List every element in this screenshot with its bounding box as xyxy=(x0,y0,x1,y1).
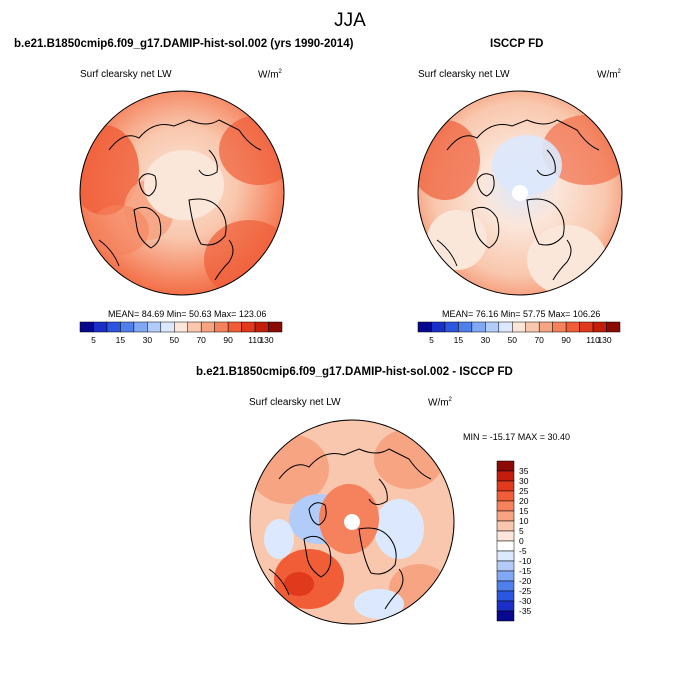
colorbar-swatch xyxy=(214,321,229,333)
diff-panel-title: b.e21.B1850cmip6.f09_g17.DAMIP-hist-sol.… xyxy=(196,366,513,378)
diff-polar-map xyxy=(249,419,455,625)
colorbar-swatch xyxy=(496,550,515,562)
model-units-label: W/m2 xyxy=(258,69,282,81)
colorbar-label: -10 xyxy=(519,556,532,566)
colorbar-label: 130 xyxy=(259,335,273,345)
colorbar-swatch xyxy=(525,321,540,333)
colorbar-swatch xyxy=(120,321,135,333)
figure-title: JJA xyxy=(334,10,366,31)
obs-units-label: W/m2 xyxy=(597,69,621,81)
colorbar-swatch xyxy=(496,540,515,552)
colorbar-swatch xyxy=(496,610,515,622)
colorbar-swatch xyxy=(133,321,148,333)
colorbar-label: 35 xyxy=(519,466,529,476)
colorbar-swatch xyxy=(485,321,500,333)
colorbar-swatch xyxy=(444,321,459,333)
colorbar-swatch xyxy=(538,321,553,333)
model-panel-title: b.e21.B1850cmip6.f09_g17.DAMIP-hist-sol.… xyxy=(14,38,354,50)
colorbar-swatch xyxy=(471,321,486,333)
colorbar-label: 110 xyxy=(586,335,600,345)
colorbar-swatch xyxy=(496,490,515,502)
model-stats: MEAN= 84.69 Min= 50.63 Max= 123.06 xyxy=(108,309,267,319)
colorbar-swatch xyxy=(174,321,188,333)
colorbar-swatch xyxy=(552,321,567,333)
colorbar-label: 15 xyxy=(454,335,464,345)
colorbar-swatch xyxy=(496,510,515,522)
colorbar-swatch xyxy=(431,321,446,333)
colorbar-swatch xyxy=(268,321,283,333)
colorbar-label: 10 xyxy=(519,516,529,526)
colorbar-swatch xyxy=(592,321,607,333)
colorbar-swatch xyxy=(496,560,515,572)
colorbar-swatch xyxy=(565,321,580,333)
colorbar-label: 20 xyxy=(519,496,529,506)
colorbar-swatch xyxy=(106,321,121,333)
colorbar-swatch xyxy=(496,480,515,492)
colorbar-swatch xyxy=(417,321,432,333)
colorbar-swatch xyxy=(496,470,515,482)
obs-polar-map xyxy=(417,90,623,296)
colorbar-label: 15 xyxy=(519,506,529,516)
colorbar-swatch xyxy=(79,321,94,333)
colorbar-swatch xyxy=(498,321,513,333)
colorbar-label: 130 xyxy=(597,335,611,345)
obs-panel-title: ISCCP FD xyxy=(490,38,544,50)
colorbar-label: -30 xyxy=(519,596,532,606)
colorbar-label: 30 xyxy=(519,476,529,486)
colorbar-swatch xyxy=(579,321,594,333)
colorbar-label: 30 xyxy=(481,335,491,345)
colorbar-swatch xyxy=(254,321,269,333)
obs-stats: MEAN= 76.16 Min= 57.75 Max= 106.26 xyxy=(442,309,601,319)
diff-units-label: W/m2 xyxy=(428,397,452,409)
colorbar-swatch xyxy=(200,321,215,333)
colorbar-swatch xyxy=(606,321,621,333)
colorbar-swatch xyxy=(496,570,515,582)
colorbar-label: 90 xyxy=(561,335,571,345)
colorbar-label: 50 xyxy=(508,335,518,345)
colorbar-label: 30 xyxy=(143,335,153,345)
colorbar-swatch xyxy=(496,580,515,592)
colorbar-swatch xyxy=(187,321,202,333)
colorbar-swatch xyxy=(496,500,515,512)
colorbar-swatch xyxy=(496,600,515,612)
colorbar-label: 90 xyxy=(223,335,233,345)
colorbar-swatch xyxy=(241,321,256,333)
colorbar-label: -5 xyxy=(519,546,527,556)
colorbar-label: -20 xyxy=(519,576,532,586)
colorbar-swatch xyxy=(160,321,175,333)
model-variable-label: Surf clearsky net LW xyxy=(80,69,172,80)
colorbar-swatch xyxy=(496,520,515,532)
colorbar-label: 70 xyxy=(196,335,206,345)
colorbar-label: 0 xyxy=(519,536,524,546)
colorbar-label: -35 xyxy=(519,606,532,616)
colorbar-swatch xyxy=(496,460,515,472)
model-polar-map xyxy=(79,90,285,296)
colorbar-label: 110 xyxy=(248,335,262,345)
diff-stats: MIN = -15.17 MAX = 30.40 xyxy=(463,432,571,442)
colorbar-swatch xyxy=(458,321,473,333)
colorbar-swatch xyxy=(512,321,526,333)
colorbar-swatch xyxy=(496,530,515,542)
colorbar-swatch xyxy=(147,321,162,333)
colorbar-label: 5 xyxy=(91,335,96,345)
colorbar-label: 15 xyxy=(116,335,126,345)
diff-variable-label: Surf clearsky net LW xyxy=(249,397,341,408)
colorbar-label: 25 xyxy=(519,486,529,496)
colorbar-swatch xyxy=(93,321,108,333)
obs-variable-label: Surf clearsky net LW xyxy=(418,69,510,80)
colorbar-label: 50 xyxy=(170,335,180,345)
colorbar-label: 70 xyxy=(534,335,544,345)
colorbar-swatch xyxy=(227,321,242,333)
colorbar-label: 5 xyxy=(519,526,524,536)
colorbar-label: 5 xyxy=(429,335,434,345)
colorbar-label: -15 xyxy=(519,566,532,576)
colorbar-label: -25 xyxy=(519,586,532,596)
colorbar-swatch xyxy=(496,590,515,602)
